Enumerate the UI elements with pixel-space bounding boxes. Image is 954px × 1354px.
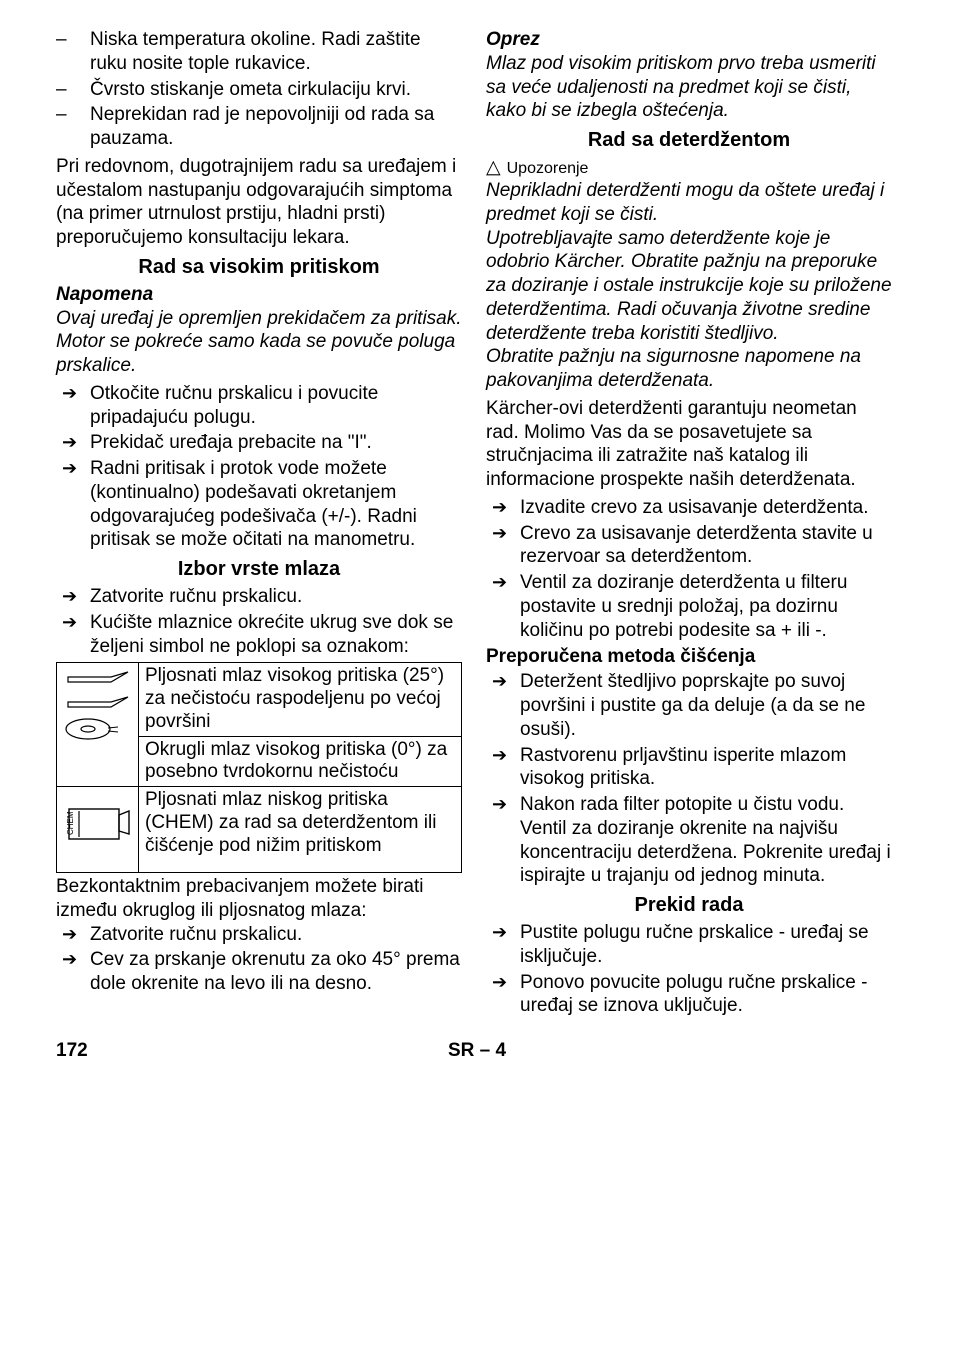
cleaning-method-title: Preporučena metoda čišćenja	[486, 646, 892, 668]
nozzle-icon-flat-hp	[57, 663, 139, 787]
list-item: Rastvorenu prljavštinu isperite mlazom v…	[520, 744, 892, 792]
table-cell: Pljosnati mlaz niskog pritiska (CHEM) za…	[139, 787, 462, 873]
list-item: Deteržent štedljivo poprskajte po suvoj …	[520, 670, 892, 741]
table-row: CHEM Pljosnati mlaz niskog pritiska (CHE…	[57, 787, 462, 873]
list-item: Ponovo povucite polugu ručne prskalice -…	[520, 971, 892, 1019]
warning-heading: △ Upozorenje	[486, 156, 892, 179]
warning-label: Upozorenje	[507, 160, 589, 178]
right-column: Oprez Mlaz pod visokim pritiskom prvo tr…	[486, 28, 892, 1022]
arrow-list-detergent: Izvadite crevo za usisavanje deterdženta…	[486, 496, 892, 643]
intro-paragraph: Pri redovnom, dugotrajnijem radu sa uređ…	[56, 155, 462, 250]
list-item: Niska temperatura okoline. Radi zaštite …	[90, 28, 462, 76]
jet-type-table: Pljosnati mlaz visokog pritiska (25°) za…	[56, 662, 462, 873]
section-title-high-pressure: Rad sa visokim pritiskom	[56, 256, 462, 279]
warning-triangle-icon: △	[486, 156, 501, 179]
nozzle-icon-chem: CHEM	[57, 787, 139, 873]
list-item: Kućište mlaznice okrećite ukrug sve dok …	[90, 611, 462, 659]
warning-text-2: Upotrebljavajte samo deterdžente koje je…	[486, 227, 892, 346]
table-row: Pljosnati mlaz visokog pritiska (25°) za…	[57, 663, 462, 736]
page-footer: 172 SR – 4 000	[56, 1022, 898, 1062]
table-cell: Pljosnati mlaz visokog pritiska (25°) za…	[139, 663, 462, 736]
list-item: Radni pritisak i protok vode možete (kon…	[90, 457, 462, 552]
list-item: Pustite polugu ručne prskalice - uređaj …	[520, 921, 892, 969]
oprez-label: Oprez	[486, 28, 892, 52]
svg-text:CHEM: CHEM	[66, 811, 75, 835]
arrow-list-cleaning: Deteržent štedljivo poprskajte po suvoj …	[486, 670, 892, 888]
list-item: Otkočite ručnu prskalicu i povucite prip…	[90, 382, 462, 430]
page-code: SR – 4	[448, 1040, 506, 1062]
list-item: Neprekidan rad je nepovoljniji od rada s…	[90, 103, 462, 151]
section-title-interrupt: Prekid rada	[486, 894, 892, 917]
list-item: Crevo za usisavanje deterdženta stavite …	[520, 522, 892, 570]
section-title-jet-select: Izbor vrste mlaza	[56, 558, 462, 581]
page-root: Niska temperatura okoline. Radi zaštite …	[0, 0, 954, 1082]
napomena-text: Ovaj uređaj je opremljen prekidačem za p…	[56, 307, 462, 378]
arrow-list-interrupt: Pustite polugu ručne prskalice - uređaj …	[486, 921, 892, 1018]
arrow-list-jet: Zatvorite ručnu prskalicu. Kućište mlazn…	[56, 585, 462, 658]
list-item: Izvadite crevo za usisavanje deterdženta…	[520, 496, 892, 520]
list-item: Čvrsto stiskanje ometa cirkulaciju krvi.	[90, 78, 462, 102]
list-item: Zatvorite ručnu prskalicu.	[90, 923, 462, 947]
karcher-paragraph: Kärcher-ovi deterdženti garantuju neomet…	[486, 397, 892, 492]
list-item: Cev za prskanje okrenutu za oko 45° prem…	[90, 948, 462, 996]
napomena-label: Napomena	[56, 283, 462, 307]
warning-text-3: Obratite pažnju na sigurnosne napomene n…	[486, 345, 892, 393]
section-title-detergent: Rad sa deterdžentom	[486, 129, 892, 152]
list-item: Ventil za doziranje deterdženta u filter…	[520, 571, 892, 642]
list-item: Prekidač uređaja prebacite na "I".	[90, 431, 462, 455]
two-column-layout: Niska temperatura okoline. Radi zaštite …	[56, 28, 898, 1022]
left-column: Niska temperatura okoline. Radi zaštite …	[56, 28, 462, 1022]
list-item: Zatvorite ručnu prskalicu.	[90, 585, 462, 609]
warning-text-1: Neprikladni deterdženti mogu da oštete u…	[486, 179, 892, 227]
table-cell: Okrugli mlaz visokog pritiska (0°) za po…	[139, 736, 462, 787]
list-item: Nakon rada filter potopite u čistu vodu.…	[520, 793, 892, 888]
page-number: 172	[56, 1040, 88, 1062]
arrow-list-operation: Otkočite ručnu prskalicu i povucite prip…	[56, 382, 462, 552]
arrow-list-switch: Zatvorite ručnu prskalicu. Cev za prskan…	[56, 923, 462, 996]
dash-list-safety: Niska temperatura okoline. Radi zaštite …	[56, 28, 462, 151]
after-table-text: Bezkontaktnim prebacivanjem možete birat…	[56, 875, 462, 923]
oprez-text: Mlaz pod visokim pritiskom prvo treba us…	[486, 52, 892, 123]
